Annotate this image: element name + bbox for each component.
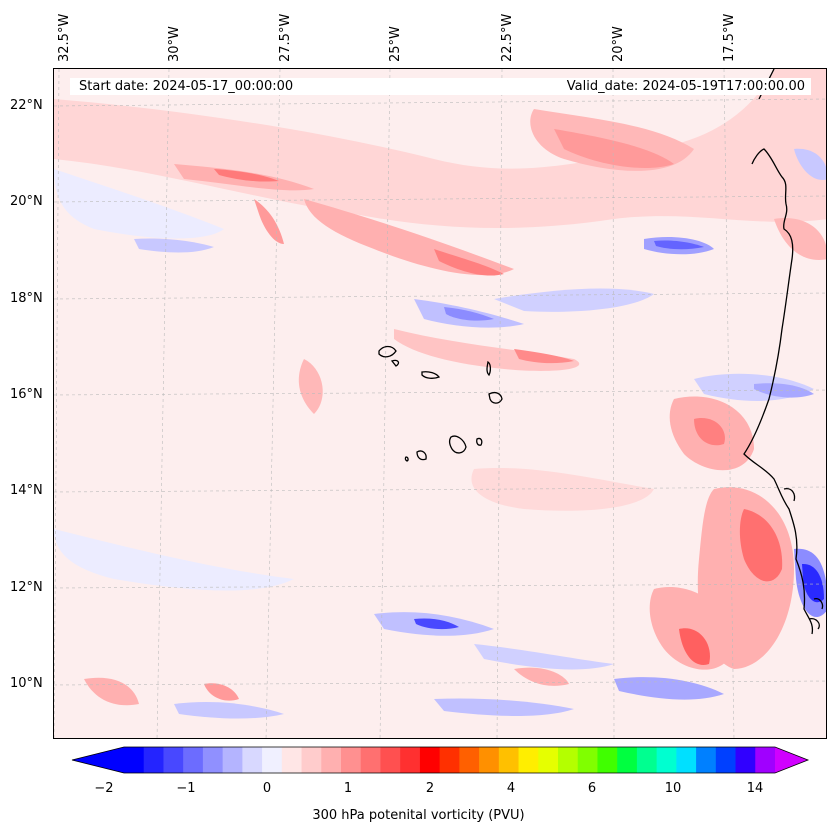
colorbar-tick-label: 1 [343,781,353,796]
lon-label-17-5w: 17.5°W [722,13,737,62]
colorbar-cell [301,747,322,773]
colorbar-cell [715,747,737,773]
colorbar-cell [202,747,224,773]
colorbar-cell [656,747,677,773]
colorbar-cells [71,746,810,774]
colorbar-cell [518,747,539,773]
lon-label-25w: 25°W [388,26,403,62]
colorbar-outline [71,746,810,774]
colorbar-tick-label: 2 [425,781,435,796]
lat-label-12n: 12°N [10,580,43,595]
colorbar-over-arrow [775,747,808,773]
lon-label-22-5w: 22.5°W [500,13,515,62]
valid-date-text: Valid_date: 2024-05-19T17:00:00.00 [566,79,805,94]
colorbar-cell [183,747,204,773]
colorbar-cell [262,747,283,773]
colorbar-cell [577,747,598,773]
colorbar-cell [696,747,717,773]
colorbar-cell [419,747,441,773]
map-panel: Start date: 2024-05-17_00:00:00 Valid_da… [53,68,827,739]
colorbar-under-arrow [72,747,124,773]
pv-positive-areas [54,69,826,738]
colorbar-tick-label: 4 [506,781,516,796]
colorbar-tick-label: 0 [262,781,272,796]
lon-label-20w: 20°W [611,26,626,62]
colorbar-tick-label: −2 [94,781,114,796]
colorbar-cell [755,747,776,773]
lat-label-18n: 18°N [10,291,43,306]
colorbar-cell [360,747,381,773]
lat-label-16n: 16°N [10,387,43,402]
lat-label-14n: 14°N [10,483,43,498]
colorbar-cell [459,747,480,773]
colorbar-cell [341,747,362,773]
colorbar-cell [558,747,579,773]
colorbar [71,746,810,774]
lon-label-32-5w: 32.5°W [57,13,72,62]
colorbar-cell [281,747,303,773]
colorbar-cell [479,747,500,773]
colorbar-cell [498,747,520,773]
pv-negative-areas [54,148,826,719]
colorbar-cell [676,747,697,773]
colorbar-tick-label: 10 [664,781,682,796]
colorbar-tick-label: 14 [746,781,764,796]
colorbar-cell [439,747,460,773]
colorbar-cell [163,747,184,773]
colorbar-tick-label: 6 [587,781,597,796]
colorbar-cell [242,747,263,773]
colorbar-cell [617,747,638,773]
colorbar-cell [400,747,421,773]
start-date-text: Start date: 2024-05-17_00:00:00 [79,79,294,94]
colorbar-cell [143,747,164,773]
colorbar-cell [222,747,243,773]
lon-label-27-5w: 27.5°W [278,13,293,62]
colorbar-cell [380,747,401,773]
lat-label-10n: 10°N [10,676,43,691]
colorbar-label: 300 hPa potenital vorticity (PVU) [312,808,525,823]
lon-label-30w: 30°W [167,26,182,62]
colorbar-cell [321,747,342,773]
lat-label-20n: 20°N [10,194,43,209]
lat-label-22n: 22°N [10,98,43,113]
colorbar-tick-label: −1 [176,781,196,796]
colorbar-cell [538,747,559,773]
colorbar-cell [735,747,756,773]
coastline [378,69,824,635]
graticule [54,69,826,738]
pv-field-map [54,69,826,738]
date-info-bar: Start date: 2024-05-17_00:00:00 Valid_da… [70,78,811,95]
colorbar-cell [597,747,618,773]
colorbar-cell [124,747,145,773]
colorbar-cell [636,747,658,773]
